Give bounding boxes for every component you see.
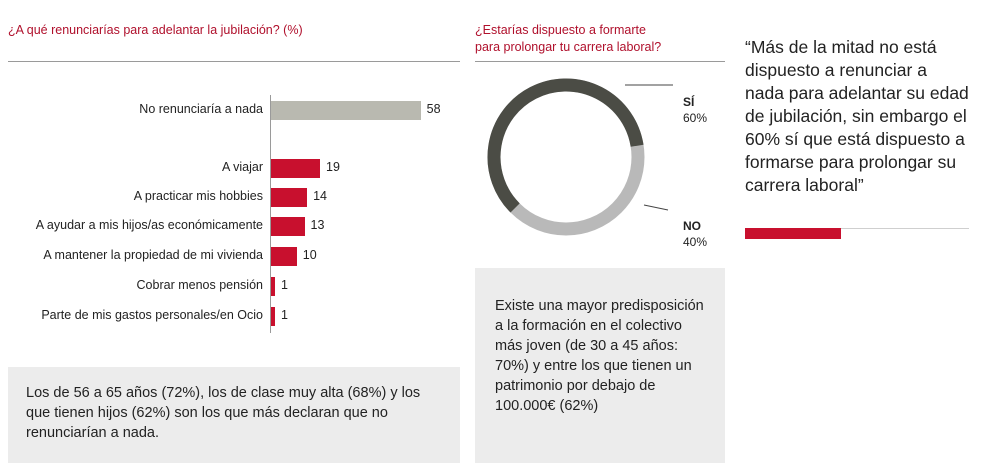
middle-note-text: Existe una mayor predisposición a la for… <box>495 298 704 414</box>
bar-value-label: 10 <box>302 248 317 262</box>
quote-accent-bar <box>745 228 841 239</box>
quote-text: “Más de la mitad no está dispuesto a ren… <box>745 37 969 195</box>
bar-category-label: A ayudar a mis hijos/as económicamente <box>35 218 263 232</box>
bar-chart: No renunciaría a nada 58 A viajar 19 A pract… <box>0 0 470 345</box>
donut-title-rule <box>475 61 725 62</box>
bar <box>271 159 321 178</box>
no-leader-line <box>643 204 669 211</box>
bar-value-label: 19 <box>326 160 340 174</box>
left-note-panel: Los de 56 a 65 años (72%), los de clase … <box>8 367 460 463</box>
donut-label-no: NO 40% <box>683 218 707 250</box>
left-note-text: Los de 56 a 65 años (72%), los de clase … <box>26 385 421 441</box>
bar-category-label: A mantener la propiedad de mi vivienda <box>43 248 263 262</box>
donut-chart-title: ¿Estarías dispuesto a formarte para prol… <box>475 22 661 56</box>
bar-chart-title: ¿A qué renunciarías para adelantar la ju… <box>8 23 303 37</box>
donut-title-line2: para prolongar tu carrera laboral? <box>475 40 662 54</box>
bar <box>271 188 308 207</box>
quote-divider <box>841 228 969 229</box>
donut-title-line1: ¿Estarías dispuesto a formarte <box>475 23 646 37</box>
bar-category-label: Cobrar menos pensión <box>136 278 263 292</box>
bar-category-label: No renunciaría a nada <box>139 102 263 116</box>
bar-value-label: 1 <box>281 308 288 322</box>
bar <box>271 217 305 236</box>
bar <box>271 101 421 120</box>
donut-label-si: SÍ 60% <box>683 94 707 126</box>
donut-slice-si <box>487 78 644 213</box>
no-value: 40% <box>683 235 708 249</box>
bar-value-label: 14 <box>313 189 328 203</box>
si-value: 60% <box>683 111 708 125</box>
donut-slice-no <box>487 78 645 236</box>
bar-value-label: 1 <box>281 278 288 292</box>
bar-category-label: A viajar <box>222 160 263 174</box>
bar-value-label: 13 <box>310 218 325 232</box>
no-label: NO <box>683 219 701 233</box>
bar-chart-title-rule <box>8 61 460 62</box>
middle-note-panel: Existe una mayor predisposición a la for… <box>475 268 725 463</box>
bar <box>271 307 275 326</box>
bar-category-label: A practicar mis hobbies <box>133 189 263 203</box>
bar-chart-axis <box>270 95 271 333</box>
bar-category-label: Parte de mis gastos personales/en Ocio <box>41 308 263 322</box>
bar <box>271 247 297 266</box>
bar-value-label: 58 <box>426 102 441 116</box>
bar <box>271 277 275 296</box>
si-label: SÍ <box>683 95 695 109</box>
